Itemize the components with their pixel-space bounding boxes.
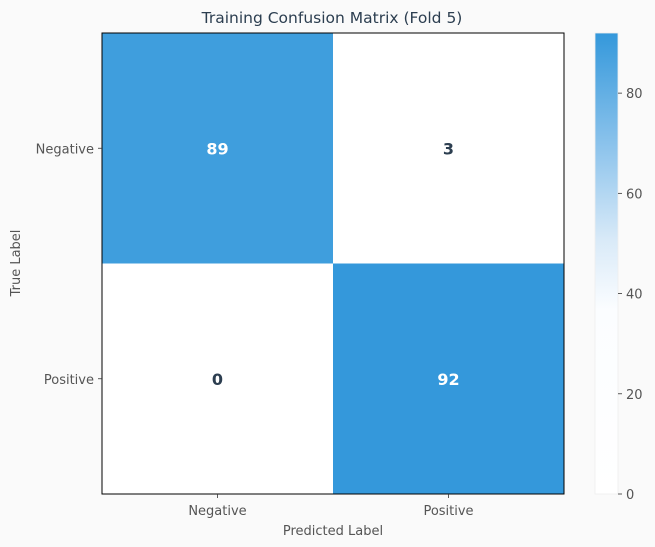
y-axis-ticks: Negative Positive <box>36 142 102 388</box>
x-tick-label: Positive <box>423 504 473 519</box>
colorbar <box>594 32 619 495</box>
heatmap-cells <box>102 33 564 494</box>
colorbar-tick-label: 0 <box>626 488 634 503</box>
colorbar-tick-label: 80 <box>626 87 643 102</box>
colorbar-tick-label: 20 <box>626 388 643 403</box>
colorbar-tick-label: 60 <box>626 187 643 202</box>
heatmap-cell-0-1 <box>333 33 564 264</box>
cell-value-label: 92 <box>437 370 459 389</box>
heatmap-cell-labels: 89 3 0 92 <box>206 139 459 389</box>
x-axis-ticks: Negative Positive <box>188 494 474 519</box>
heatmap-cell-1-1 <box>333 263 564 494</box>
x-tick-label: Negative <box>188 504 246 519</box>
colorbar-tick-label: 40 <box>626 288 643 303</box>
cell-value-label: 89 <box>206 139 228 158</box>
y-axis-title: True Label <box>9 230 24 298</box>
heatmap-cell-1-0 <box>102 263 333 494</box>
heatmap-cell-0-0 <box>102 33 333 264</box>
plot-frame <box>101 32 565 495</box>
chart-title: Training Confusion Matrix (Fold 5) <box>201 9 463 27</box>
x-axis-title: Predicted Label <box>283 524 383 539</box>
y-tick-label: Positive <box>44 373 94 388</box>
cell-value-label: 0 <box>212 370 223 389</box>
y-tick-label: Negative <box>36 142 94 157</box>
colorbar-ticks: 0 20 40 60 80 <box>618 87 643 503</box>
cell-value-label: 3 <box>443 139 454 158</box>
